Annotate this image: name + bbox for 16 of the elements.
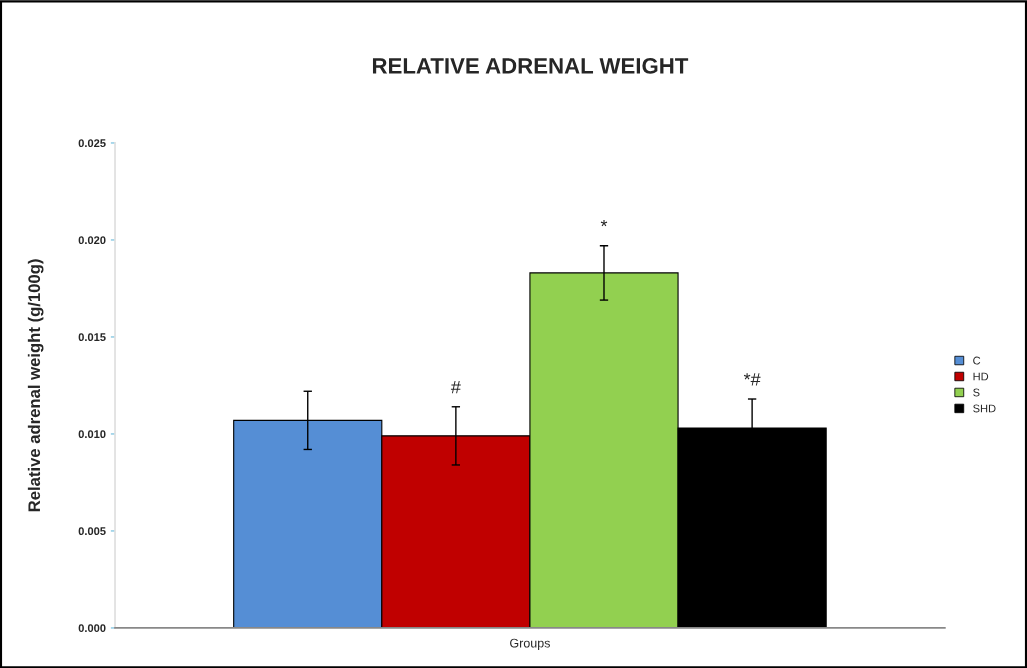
legend-label: HD bbox=[973, 372, 989, 381]
y-tick-label: 0.025 bbox=[78, 139, 106, 148]
y-tick-label: 0.015 bbox=[78, 333, 106, 342]
y-axis-title: Relative adrenal weight (g/100g) bbox=[27, 259, 44, 512]
x-axis-title: Groups bbox=[510, 638, 550, 650]
chart-title: RELATIVE ADRENAL WEIGHT bbox=[372, 57, 689, 74]
legend-label: C bbox=[973, 356, 981, 365]
y-tick-label: 0.020 bbox=[78, 236, 106, 245]
y-tick-label: 0.010 bbox=[78, 430, 106, 439]
y-tick-label: 0.005 bbox=[78, 527, 106, 536]
data-label: *# bbox=[743, 373, 761, 386]
legend-label: SHD bbox=[973, 404, 996, 413]
y-tick-label: 0.000 bbox=[78, 624, 106, 633]
legend-label: S bbox=[973, 388, 980, 397]
data-label: # bbox=[450, 380, 461, 394]
data-label: * bbox=[600, 219, 608, 227]
